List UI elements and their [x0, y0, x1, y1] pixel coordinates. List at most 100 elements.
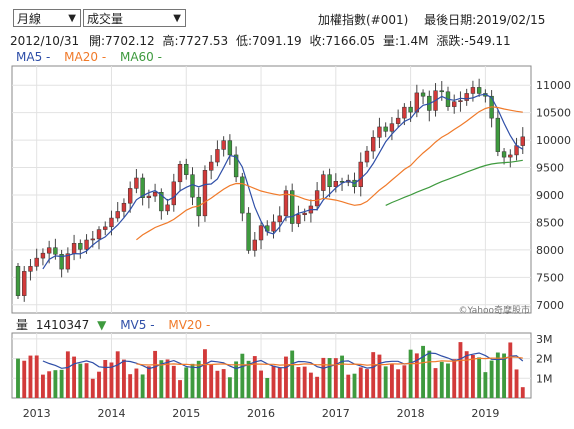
- volume-bar: [470, 355, 475, 398]
- candle: [352, 179, 357, 188]
- candle: [127, 188, 133, 204]
- volume-bar: [28, 355, 33, 398]
- volume-bar: [252, 356, 257, 398]
- volume-bar: [358, 367, 363, 398]
- volume-bar: [16, 358, 20, 398]
- volume-bar: [346, 374, 351, 398]
- candle: [159, 191, 164, 212]
- candle: [121, 202, 127, 212]
- mv20-line: [136, 356, 523, 366]
- volume-bar: [477, 357, 482, 398]
- candle: [483, 93, 488, 97]
- index-name: 加權指數(#001): [318, 13, 409, 27]
- volume-bar: [159, 360, 164, 398]
- volume-bar: [47, 371, 52, 398]
- volume-bar: [140, 374, 145, 398]
- volume-bar: [246, 360, 251, 398]
- candle: [439, 90, 444, 93]
- candle: [346, 179, 351, 183]
- volume-bar: [240, 353, 245, 398]
- volume-bar: [327, 358, 332, 398]
- legend-mv5: MV5 -: [120, 318, 155, 332]
- price-tick-label: 9000: [536, 189, 564, 202]
- candle: [389, 123, 395, 132]
- candle: [90, 238, 95, 241]
- volume-bar: [365, 369, 369, 398]
- volume-bar: [146, 366, 151, 398]
- candle: [209, 161, 214, 171]
- candle: [495, 117, 501, 152]
- candle: [321, 174, 326, 191]
- candle: [464, 93, 469, 101]
- candle: [314, 190, 320, 207]
- open-value: 7702.12: [105, 34, 155, 48]
- legend-ma20: MA20 -: [64, 50, 107, 64]
- volume-bar: [396, 369, 401, 398]
- volume-bar: [115, 351, 120, 398]
- volume-bar: [234, 361, 239, 398]
- volume-bar: [184, 367, 189, 398]
- price-tick-label: 8000: [536, 244, 564, 257]
- candle: [283, 190, 289, 217]
- volume-bar: [377, 354, 382, 398]
- volume-bar: [402, 365, 407, 398]
- volume-bar: [190, 363, 195, 398]
- candle: [470, 87, 476, 94]
- volume-bar: [40, 374, 45, 398]
- candle: [233, 154, 239, 178]
- volume-bar: [165, 359, 170, 398]
- chevron-down-icon: ▼: [68, 13, 76, 24]
- candle: [246, 212, 251, 251]
- candle: [258, 225, 264, 241]
- candle: [22, 271, 27, 296]
- candle: [445, 91, 451, 107]
- candle: [296, 214, 301, 224]
- volume-bar: [65, 351, 70, 398]
- legend-mv20: MV20 -: [168, 318, 211, 332]
- candle: [364, 150, 370, 163]
- close-label: 收:: [309, 34, 326, 48]
- candle: [240, 176, 245, 214]
- volume-bar: [495, 352, 500, 398]
- candle: [46, 247, 52, 254]
- volume-bar: [333, 358, 338, 398]
- candle: [414, 92, 420, 113]
- candle: [427, 95, 432, 111]
- volume-bar: [520, 387, 525, 398]
- volume-marks: [16, 342, 525, 398]
- volume-bar: [302, 366, 307, 398]
- volume-tick-label: 3M: [536, 333, 553, 346]
- volume-bar: [446, 363, 450, 398]
- price-grid: [11, 65, 532, 314]
- period-select[interactable]: 月線 ▼: [13, 9, 81, 27]
- last-date-label: 最後日期:: [424, 13, 477, 27]
- indicator-select[interactable]: 成交量 ▼: [83, 9, 186, 27]
- candle: [65, 253, 71, 270]
- volume-bar: [321, 357, 326, 398]
- x-tick-label: 2013: [23, 407, 51, 420]
- volume-bar: [340, 355, 344, 398]
- candle: [165, 204, 170, 212]
- candle: [34, 257, 39, 267]
- x-tick-label: 2014: [97, 407, 125, 420]
- volume-bar: [315, 376, 320, 398]
- mv5-line: [42, 352, 524, 370]
- candle: [402, 106, 407, 119]
- open-label: 開:: [89, 34, 106, 48]
- volume-legend: 量 1410347 ▼ MV5 - MV20 -: [16, 316, 214, 333]
- candle: [501, 151, 507, 158]
- candle: [371, 137, 376, 152]
- price-tick-label: 10000: [536, 134, 571, 147]
- price-tick-label: 10500: [536, 107, 571, 120]
- price-legend: MA5 - MA20 - MA60 -: [16, 50, 166, 64]
- candle: [202, 170, 208, 217]
- volume-bar: [371, 352, 376, 398]
- close-value: 7166.05: [325, 34, 376, 48]
- volume-grid: [11, 332, 532, 399]
- volume-bar: [296, 367, 301, 398]
- candle: [333, 181, 338, 188]
- volume-bar: [433, 368, 438, 398]
- candle: [420, 92, 426, 97]
- watermark: ©Yahoo奇摩股市: [459, 304, 531, 316]
